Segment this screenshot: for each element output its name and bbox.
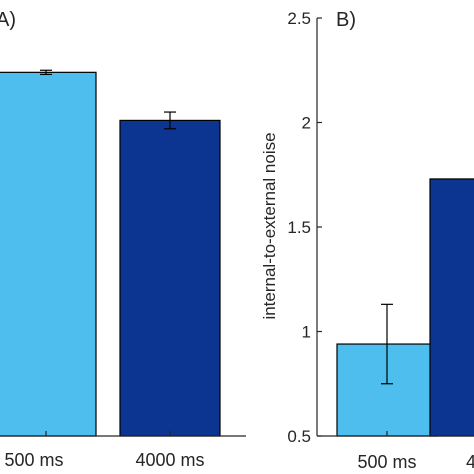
panel-a-error-bar-1 — [164, 111, 176, 130]
panel-b-category-500ms: 500 ms — [357, 452, 416, 472]
panel-b-error-bar-0 — [381, 303, 393, 385]
panel-a-bar-1 — [119, 119, 221, 437]
panel-a-bar-0 — [0, 71, 97, 437]
panel-a-error-bar-0 — [40, 69, 52, 76]
panel-a-category-500ms: 500 ms — [4, 450, 63, 470]
panel-a-category-4000ms: 4000 ms — [135, 450, 204, 470]
panel-b-y-tick-label-3: 2 — [302, 114, 311, 133]
panel-b-category-4000ms-truncated: 4 — [466, 452, 474, 472]
panel-a: A) 500 ms 4000 ms — [0, 9, 246, 470]
panel-b-y-tick-label-4: 2.5 — [287, 9, 311, 28]
panel-b-y-tick-label-0: 0.5 — [287, 427, 311, 446]
panel-a-label: A) — [0, 9, 16, 31]
panel-b-bar-1 — [429, 178, 474, 437]
panel-b-y-tick-label-2: 1.5 — [287, 218, 311, 237]
panel-b-label: B) — [336, 9, 356, 31]
panel-b: 0.5 1 1.5 2 2.5 B) internal-to-external nois… — [260, 9, 474, 472]
panel-b-y-axis-label: internal-to-external noise — [260, 132, 279, 319]
panel-b-y-tick-label-1: 1 — [302, 323, 311, 342]
